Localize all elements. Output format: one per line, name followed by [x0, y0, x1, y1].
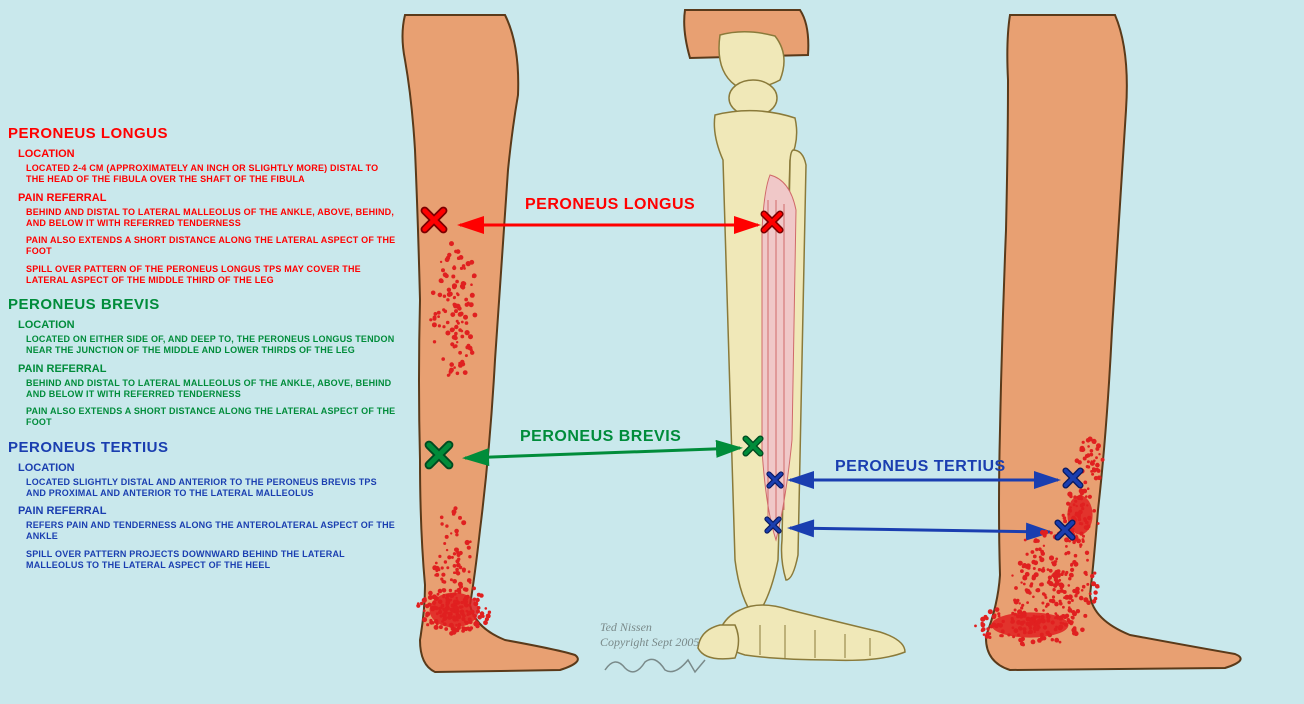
trigger-point-blue2: [764, 516, 782, 534]
tertius-loc-heading: LOCATION: [18, 462, 398, 474]
signature: [600, 650, 720, 680]
trigger-point-red1: [420, 206, 448, 234]
trigger-point-green1: [424, 440, 454, 470]
longus-title: PERONEUS LONGUS: [8, 125, 398, 142]
trigger-point-green2: [742, 435, 764, 457]
tertius-pain2: SPILL OVER PATTERN PROJECTS DOWNWARD BEH…: [26, 549, 398, 572]
tertius-pain-heading: PAIN REFERRAL: [18, 505, 398, 517]
brevis-pain-heading: PAIN REFERRAL: [18, 363, 398, 375]
label-longus: PERONEUS LONGUS: [525, 196, 695, 214]
trigger-point-blue4: [1054, 519, 1076, 541]
tertius-title: PERONEUS TERTIUS: [8, 439, 398, 456]
label-tertius: PERONEUS TERTIUS: [835, 458, 1006, 476]
middle-leg-skeleton: [684, 10, 905, 660]
trigger-point-red2: [760, 210, 784, 234]
credits-copyright: Copyright Sept 2005: [600, 635, 720, 650]
brevis-title: PERONEUS BREVIS: [8, 296, 398, 313]
brevis-pain1: BEHIND AND DISTAL TO LATERAL MALLEOLUS O…: [26, 378, 398, 401]
longus-pain-heading: PAIN REFERRAL: [18, 192, 398, 204]
credits-name: Ted Nissen: [600, 620, 720, 635]
longus-loc-heading: LOCATION: [18, 148, 398, 160]
right-leg: [986, 15, 1241, 670]
trigger-point-blue3: [1062, 467, 1084, 489]
left-leg: [403, 15, 578, 672]
longus-pain1: BEHIND AND DISTAL TO LATERAL MALLEOLUS O…: [26, 207, 398, 230]
brevis-loc-heading: LOCATION: [18, 319, 398, 331]
trigger-point-blue1: [766, 471, 784, 489]
brevis-pain2: PAIN ALSO EXTENDS A SHORT DISTANCE ALONG…: [26, 406, 398, 429]
longus-loc-text: LOCATED 2-4 CM (APPROXIMATELY AN INCH OR…: [26, 163, 398, 186]
credits: Ted Nissen Copyright Sept 2005: [600, 620, 720, 684]
tertius-pain1: REFERS PAIN AND TENDERNESS ALONG THE ANT…: [26, 520, 398, 543]
text-panel: PERONEUS LONGUS LOCATION LOCATED 2-4 CM …: [8, 115, 398, 577]
tertius-loc-text: LOCATED SLIGHTLY DISTAL AND ANTERIOR TO …: [26, 477, 398, 500]
longus-pain2: PAIN ALSO EXTENDS A SHORT DISTANCE ALONG…: [26, 235, 398, 258]
label-brevis: PERONEUS BREVIS: [520, 428, 681, 446]
brevis-loc-text: LOCATED ON EITHER SIDE OF, AND DEEP TO, …: [26, 334, 398, 357]
longus-pain3: SPILL OVER PATTERN OF THE PERONEUS LONGU…: [26, 264, 398, 287]
